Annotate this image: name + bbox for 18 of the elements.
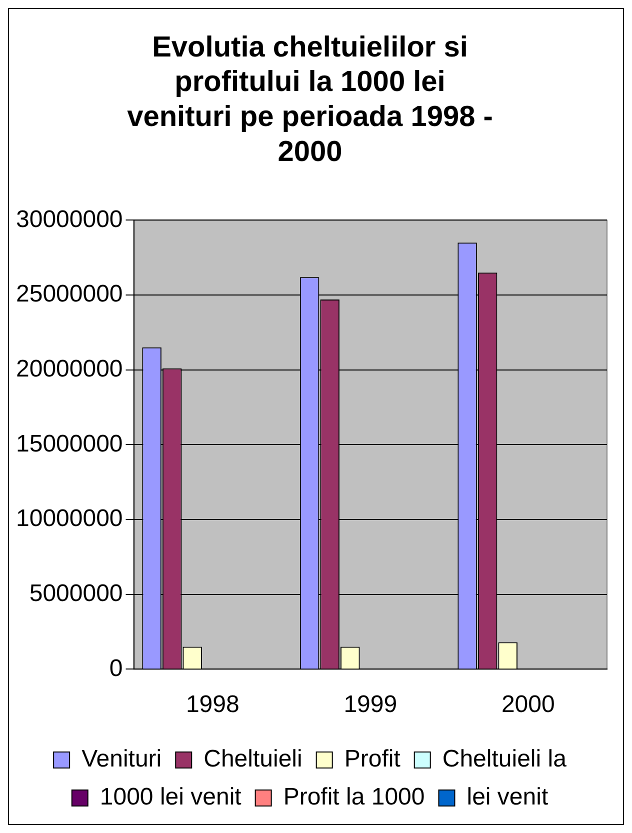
y-tick-label: 0 <box>109 654 123 682</box>
legend-label: Cheltuieli <box>204 746 302 773</box>
legend-label: Venituri <box>82 746 162 773</box>
x-tick-label: 2000 <box>501 691 555 718</box>
chart-title: Evolutia cheltuielilor si profitului la 1000 lei venituri pe perioada 1998 - 2000 <box>127 31 493 168</box>
y-tick-label: 30000000 <box>16 206 123 233</box>
x-tick-label: 1999 <box>344 691 398 718</box>
x-tick-label: 1998 <box>186 691 240 718</box>
legend-label: Cheltuieli la <box>442 746 568 773</box>
legend-label: Profit <box>344 746 401 773</box>
legend-label: Profit la 1000 <box>283 784 425 811</box>
y-tick-label: 15000000 <box>16 430 123 458</box>
legend-label: 1000 lei venit <box>100 784 242 811</box>
y-tick-label: 25000000 <box>16 280 123 308</box>
y-tick-label: 20000000 <box>16 355 123 382</box>
y-tick-label: 5000000 <box>29 580 123 607</box>
y-tick-label: 10000000 <box>16 505 123 532</box>
legend-label: lei venit <box>466 784 548 811</box>
